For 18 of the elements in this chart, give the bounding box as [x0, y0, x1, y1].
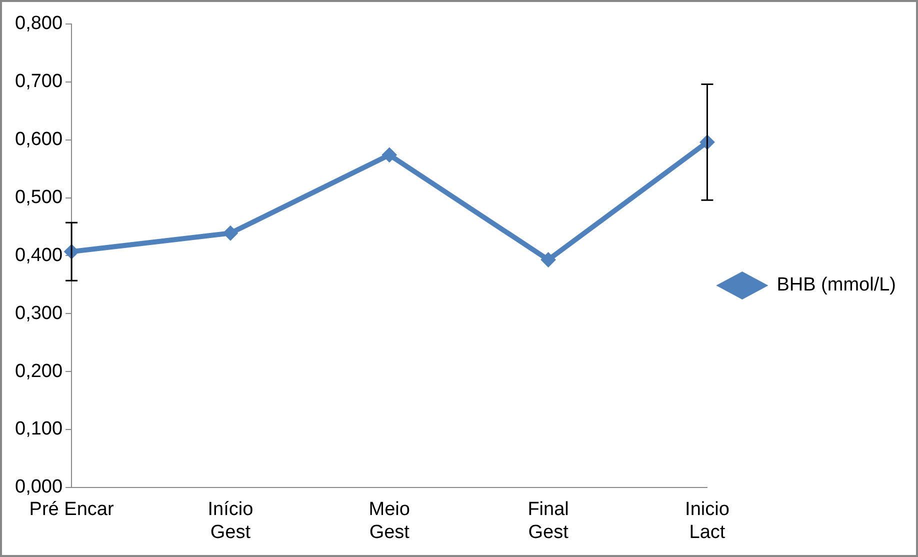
y-tick-label: 0,600: [15, 129, 63, 150]
x-tick-label: Inicio Lact: [685, 499, 730, 543]
x-tick-label: Meio Gest: [368, 499, 410, 543]
y-tick-label: 0,400: [15, 244, 63, 266]
x-tick-label: Início Gest: [208, 499, 254, 543]
y-tick-label: 0,100: [15, 418, 63, 440]
y-tick-label: 0,200: [15, 360, 63, 382]
point: [222, 226, 238, 241]
x-tick-label: Pré Encar: [29, 499, 114, 520]
y-tick-label: 0,800: [15, 13, 63, 34]
point: [382, 147, 397, 162]
y-tick-label: 0,500: [15, 187, 63, 208]
x-tick-label: Final Gest: [528, 499, 570, 543]
y-tick-label: 0,700: [15, 71, 63, 92]
point: [540, 252, 556, 268]
y-tick-label: 0,000: [15, 476, 63, 498]
y-tick-label: 0,300: [15, 302, 63, 324]
legend-label: BHB (mmol/L): [776, 274, 896, 296]
